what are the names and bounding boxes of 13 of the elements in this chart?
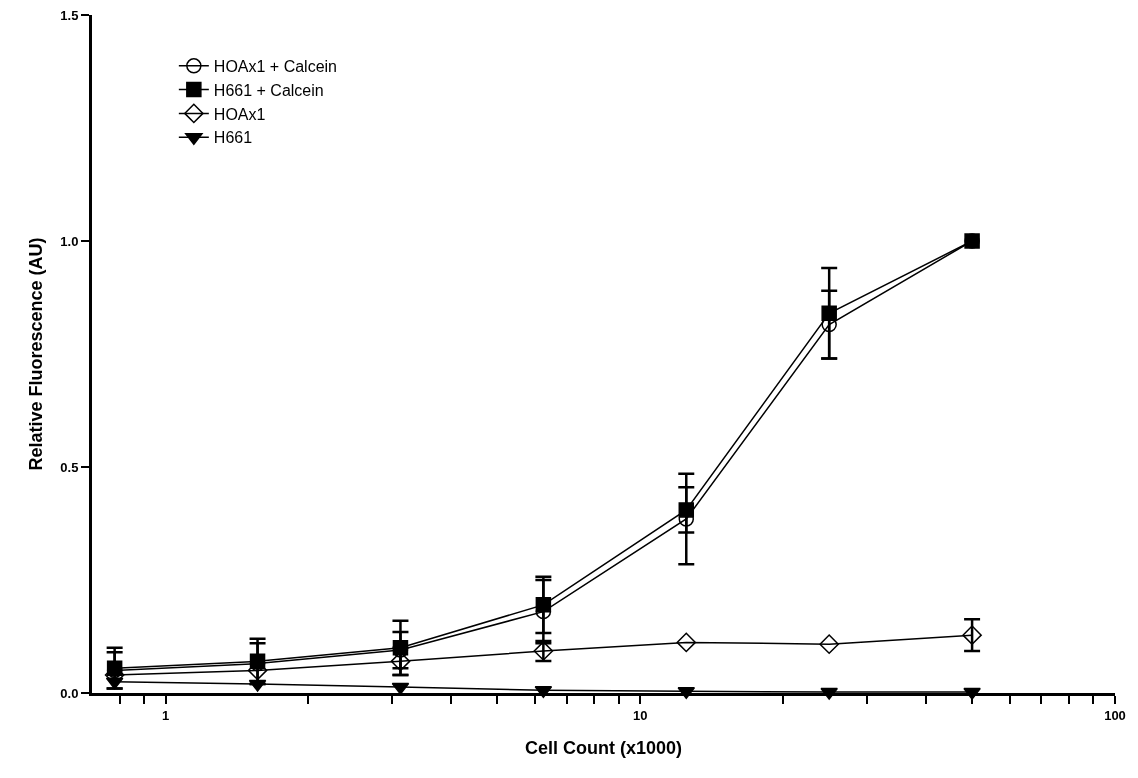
y-tick-label: 0.0 [60, 685, 79, 701]
legend-label: HOAx1 [213, 105, 266, 123]
x-tick-label: 100 [1104, 707, 1126, 723]
y-tick-label: 0.5 [60, 459, 79, 475]
legend-label: HOAx1 + Calcein [213, 58, 338, 76]
y-tick-label: 1.5 [60, 7, 79, 23]
y-axis-title: Relative Fluorescence (AU) [25, 237, 46, 471]
x-tick-label: 1 [161, 707, 170, 723]
y-tick-label: 1.0 [60, 233, 79, 249]
x-axis-title: Cell Count (x1000) [524, 737, 683, 758]
legend-label: H661 [213, 129, 253, 147]
legend-label: H661 + Calcein [213, 81, 324, 99]
x-tick-label: 10 [633, 707, 648, 723]
